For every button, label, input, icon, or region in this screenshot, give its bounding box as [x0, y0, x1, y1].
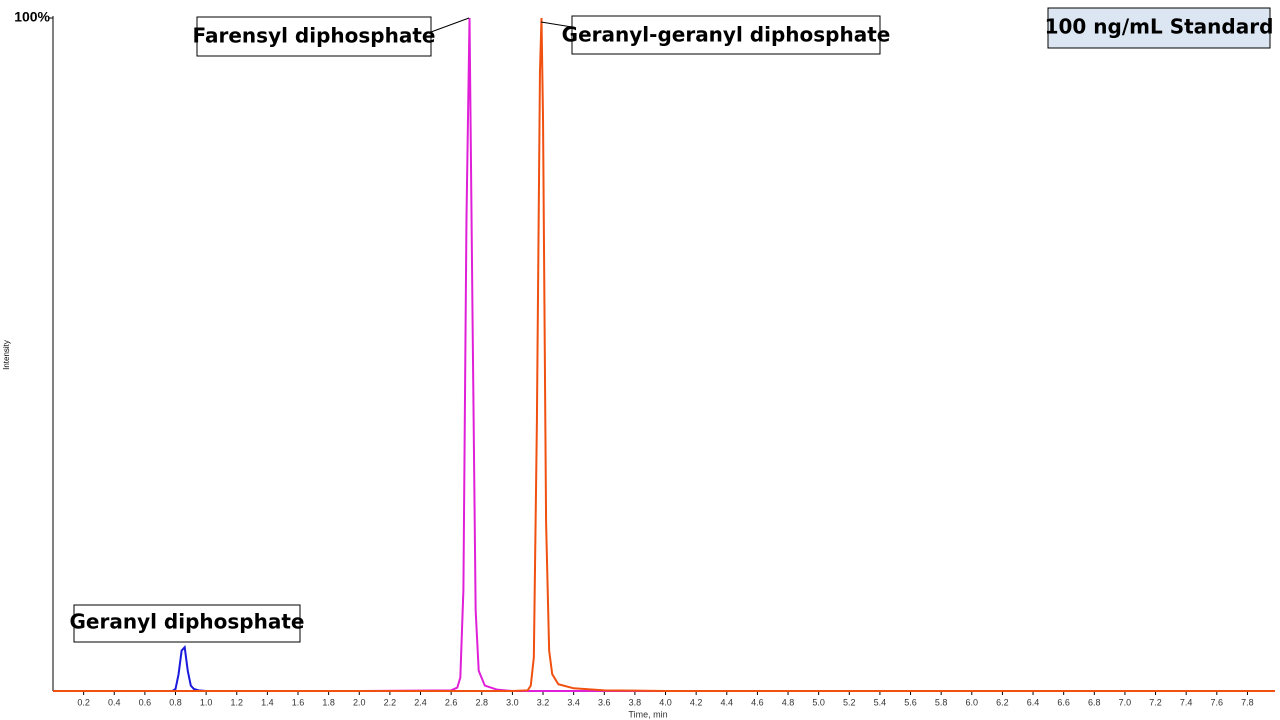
x-tick-label: 6.2	[996, 697, 1009, 707]
x-tick-label: 0.8	[169, 697, 182, 707]
series-line	[53, 17, 1275, 692]
x-tick-label: 7.0	[1119, 697, 1132, 707]
x-tick-label: 5.6	[904, 697, 917, 707]
annotation-leader	[430, 17, 470, 33]
x-tick-label: 7.4	[1180, 697, 1193, 707]
x-tick-label: 0.4	[108, 697, 121, 707]
x-tick-label: 3.8	[629, 697, 642, 707]
annotation-label: Geranyl-geranyl diphosphate	[562, 23, 891, 47]
x-tick-label: 1.4	[261, 697, 274, 707]
x-tick-label: 4.6	[751, 697, 764, 707]
x-tick-label: 4.0	[659, 697, 672, 707]
annotation-label: Farensyl diphosphate	[193, 24, 436, 48]
x-tick-label: 6.4	[1027, 697, 1040, 707]
x-tick-label: 5.2	[843, 697, 856, 707]
x-tick-label: 1.2	[231, 697, 244, 707]
x-tick-label: 6.6	[1057, 697, 1070, 707]
x-tick-label: 7.2	[1149, 697, 1162, 707]
badge-label: 100 ng/mL Standard	[1045, 15, 1274, 39]
x-tick-label: 4.8	[782, 697, 795, 707]
series-line	[53, 644, 1275, 692]
x-tick-label: 7.6	[1211, 697, 1224, 707]
x-tick-label: 4.2	[690, 697, 703, 707]
x-tick-label: 2.4	[414, 697, 427, 707]
annotation-box	[196, 16, 432, 57]
x-tick-label: 5.4	[874, 697, 887, 707]
series-line	[53, 17, 1275, 692]
x-tick-label: 2.0	[353, 697, 366, 707]
y-tick-label: 100%	[14, 9, 50, 25]
x-tick-label: 5.0	[812, 697, 825, 707]
x-tick-label: 3.0	[506, 697, 519, 707]
annotation-box	[571, 15, 881, 55]
x-tick-label: 5.8	[935, 697, 948, 707]
x-tick-label: 4.4	[721, 697, 734, 707]
x-tick-label: 6.8	[1088, 697, 1101, 707]
x-tick-label: 3.6	[598, 697, 611, 707]
badge-box	[1047, 7, 1271, 49]
x-tick-label: 1.0	[200, 697, 213, 707]
annotation-label: Geranyl diphosphate	[70, 610, 305, 634]
x-tick-label: 3.2	[537, 697, 550, 707]
x-tick-label: 6.0	[966, 697, 979, 707]
x-tick-label: 2.6	[445, 697, 458, 707]
x-tick-label: 2.8	[476, 697, 489, 707]
x-tick-label: 1.8	[322, 697, 335, 707]
x-tick-label: 1.6	[292, 697, 305, 707]
x-tick-label: 0.6	[139, 697, 152, 707]
annotation-box	[73, 604, 301, 643]
x-tick-label: 7.8	[1241, 697, 1254, 707]
y-axis-title: Intensity	[2, 340, 11, 370]
x-tick-label: 3.4	[567, 697, 580, 707]
x-axis-title: Time, min	[628, 709, 667, 719]
x-tick-label: 0.2	[77, 697, 90, 707]
x-tick-label: 2.2	[384, 697, 397, 707]
annotation-leader	[540, 21, 573, 28]
